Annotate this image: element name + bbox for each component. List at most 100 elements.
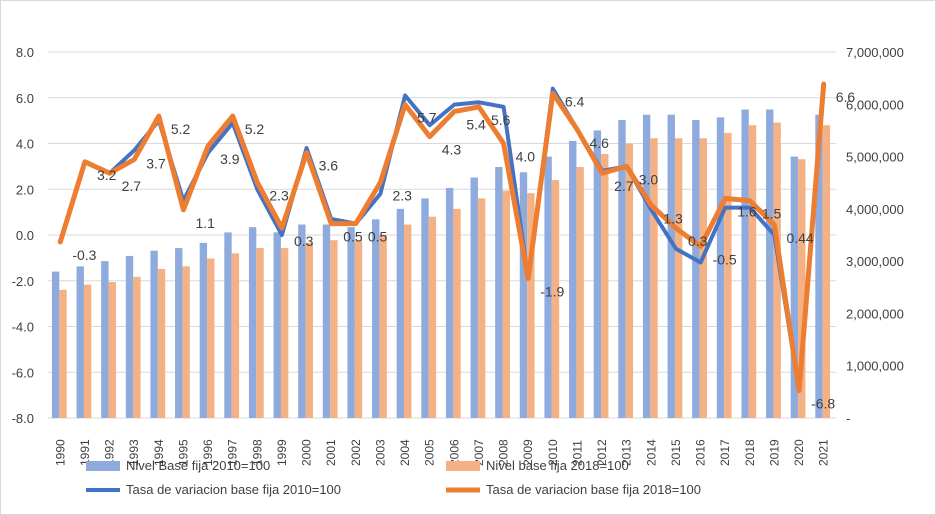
- left-axis-ticks: 8.0 6.0 4.0 2.0 0.0 -2.0 -4.0 -6.0 -8.0: [12, 45, 34, 426]
- bar-nivel-2010: [544, 156, 552, 419]
- x-tick-label: 2013: [620, 439, 634, 466]
- bar-nivel-2010: [716, 117, 725, 418]
- data-label: 1.3: [663, 210, 683, 226]
- bar-nivel-2010: [322, 224, 331, 418]
- bar-nivel-2018: [650, 138, 658, 418]
- right-tick-label: -: [846, 411, 850, 426]
- x-tick-label: 2007: [472, 439, 486, 466]
- bar-nivel-2018: [601, 153, 609, 418]
- data-label: 1.5: [762, 206, 782, 222]
- bar-nivel-2010: [125, 255, 134, 418]
- bar-nivel-2018: [699, 138, 707, 418]
- x-tick-label: 2006: [447, 439, 461, 466]
- x-tick-label: 1996: [201, 439, 215, 466]
- bar-nivel-2018: [453, 208, 461, 418]
- data-label: 0.3: [688, 233, 708, 249]
- bar-nivel-2018: [404, 224, 412, 418]
- data-label: 3.0: [639, 171, 659, 187]
- x-tick-label: 1995: [176, 439, 190, 466]
- bar-nivel-2010: [642, 114, 651, 418]
- bar-nivel-2018: [527, 193, 535, 418]
- bar-nivel-2010: [298, 224, 306, 418]
- bar-nivel-2010: [150, 250, 158, 418]
- bar-nivel-2010: [815, 114, 823, 418]
- x-tick-label: 2008: [497, 439, 511, 466]
- x-axis-ticks: 1990 1991 1992 1993 1994 1995 1996 1997 1998 1999…: [53, 439, 830, 466]
- bar-nivel-2018: [280, 248, 289, 418]
- data-labels: -0.33.22.73.75.21.13.95.22.30.33.60.5 0.5…: [72, 89, 855, 412]
- legend-label: Nivel base fija 2018=100: [486, 458, 629, 473]
- data-label: 4.6: [589, 135, 609, 151]
- bar-nivel-2010: [51, 271, 60, 418]
- left-tick-label: -8.0: [12, 411, 34, 426]
- x-tick-label: 1990: [53, 439, 67, 466]
- bar-nivel-2010: [741, 109, 749, 418]
- data-label: 1.1: [195, 215, 215, 231]
- legend-label: Tasa de variacion base fija 2018=100: [486, 482, 701, 497]
- bar-nivel-2010: [273, 232, 281, 418]
- bar-nivel-2010: [519, 172, 528, 418]
- x-tick-label: 2016: [694, 439, 708, 466]
- bar-nivel-2018: [674, 138, 683, 418]
- data-label: 3.7: [146, 155, 166, 171]
- bar-nivel-2018: [822, 125, 831, 418]
- bar-nivel-2018: [724, 133, 732, 419]
- left-tick-label: 2.0: [16, 182, 34, 197]
- data-label: 1.6: [737, 203, 757, 219]
- data-label: -6.8: [811, 396, 835, 412]
- bar-nivel-2018: [157, 268, 166, 418]
- right-tick-label: 4,000,000: [846, 202, 904, 217]
- bar-nivel-2010: [618, 119, 626, 418]
- data-label: 4.3: [442, 142, 462, 158]
- bar-nivel-2010: [199, 242, 208, 418]
- x-tick-label: 2020: [792, 439, 806, 466]
- x-tick-label: 2003: [373, 439, 387, 466]
- data-label: 5.6: [491, 112, 511, 128]
- bar-nivel-2010: [495, 167, 503, 418]
- x-tick-label: 2001: [324, 439, 338, 466]
- x-tick-label: 2014: [644, 439, 658, 466]
- left-tick-label: -4.0: [12, 320, 34, 335]
- bar-nivel-2010: [372, 219, 380, 418]
- data-label: 6.4: [565, 94, 585, 110]
- x-tick-label: 2005: [423, 439, 437, 466]
- x-tick-label: 1993: [127, 439, 141, 466]
- bar-nivel-2018: [502, 190, 510, 418]
- bar-nivel-2010: [692, 119, 700, 418]
- x-tick-label: 2004: [398, 439, 412, 466]
- right-tick-label: 1,000,000: [846, 359, 904, 374]
- x-tick-label: 2011: [570, 440, 584, 466]
- right-tick-label: 7,000,000: [846, 45, 904, 60]
- left-tick-label: 6.0: [16, 91, 34, 106]
- data-label: 3.6: [319, 158, 339, 174]
- data-label: 5.2: [245, 121, 265, 137]
- bar-nivel-2018: [428, 216, 437, 418]
- x-tick-label: 2019: [767, 439, 781, 466]
- data-label: 6.6: [836, 89, 856, 105]
- bar-nivel-2018: [551, 180, 560, 418]
- bar-nivel-2010: [101, 261, 109, 418]
- bar-nivel-2018: [477, 198, 486, 418]
- data-label: 0.5: [368, 229, 388, 245]
- x-tick-label: 2002: [349, 439, 363, 466]
- data-label: 2.7: [122, 178, 142, 194]
- x-tick-label: 1999: [275, 439, 289, 466]
- data-label: -0.5: [713, 251, 737, 267]
- legend-label: Tasa de variacion base fija 2010=100: [126, 482, 341, 497]
- data-label: 4.0: [516, 149, 536, 165]
- x-tick-label: 1992: [103, 439, 117, 466]
- bar-nivel-2018: [330, 240, 338, 418]
- data-label: 0.3: [294, 233, 314, 249]
- bar-nivel-2018: [207, 258, 215, 418]
- legend-swatch: [86, 461, 120, 471]
- left-tick-label: 8.0: [16, 45, 34, 60]
- data-label: 2.3: [392, 187, 412, 203]
- bar-nivel-2010: [569, 140, 577, 418]
- x-tick-label: 2009: [521, 439, 535, 466]
- x-tick-label: 1991: [78, 439, 92, 466]
- legend-swatch: [446, 461, 480, 471]
- right-tick-label: 2,000,000: [846, 306, 904, 321]
- x-tick-label: 2000: [300, 439, 314, 466]
- left-tick-label: -6.0: [12, 365, 34, 380]
